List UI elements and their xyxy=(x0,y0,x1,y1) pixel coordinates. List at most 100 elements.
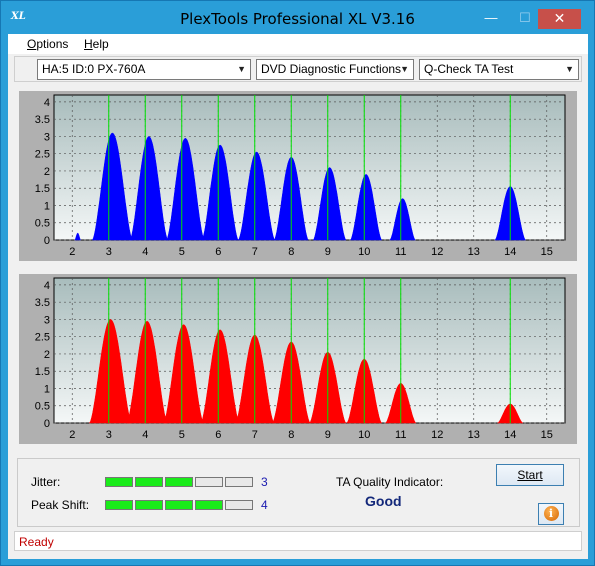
x-tick-label: 9 xyxy=(325,246,331,258)
x-tick-label: 11 xyxy=(395,246,406,258)
x-tick-label: 14 xyxy=(504,246,516,258)
title-bar[interactable]: XL PlexTools Professional XL V3.16 — ☐ ✕ xyxy=(1,1,594,34)
menu-options-label: ptions xyxy=(36,37,69,51)
data-peak xyxy=(165,137,205,241)
x-tick-label: 9 xyxy=(325,429,331,441)
data-peak xyxy=(126,320,168,424)
jitter-value: 3 xyxy=(261,475,268,489)
y-tick-label: 4 xyxy=(44,97,50,109)
meter-segment xyxy=(225,500,253,510)
x-tick-label: 8 xyxy=(288,429,294,441)
meter-segment xyxy=(165,500,193,510)
data-peak xyxy=(91,132,133,241)
status-bar: Ready xyxy=(14,531,582,551)
app-logo-icon: XL xyxy=(11,11,26,22)
info-button[interactable]: i xyxy=(538,503,564,525)
toolbar: HA:5 ID:0 PX-760A ▼ DVD Diagnostic Funct… xyxy=(14,56,582,82)
y-tick-label: 4 xyxy=(44,280,50,292)
data-peak xyxy=(201,144,239,241)
meter-segment xyxy=(165,477,193,487)
y-tick-label: 0.5 xyxy=(35,218,50,230)
start-button-label: Start xyxy=(517,468,543,482)
x-tick-label: 12 xyxy=(431,429,443,441)
client-area: Options Help HA:5 ID:0 PX-760A ▼ DVD Dia… xyxy=(8,34,588,559)
x-tick-label: 5 xyxy=(179,429,185,441)
test-select-value: Q-Check TA Test xyxy=(424,62,514,76)
data-peak xyxy=(237,151,276,241)
close-button[interactable]: ✕ xyxy=(538,9,581,29)
data-peak xyxy=(163,324,205,424)
chart-panel-top: 4 3.5 3 2.5 2 1.5 1 0.5 0 2 3 4 5 6 7 8 9 10 11 12 13 14 15 xyxy=(19,91,577,261)
menu-bar: Options Help xyxy=(8,34,588,54)
data-peak xyxy=(74,232,82,241)
function-select[interactable]: DVD Diagnostic Functions ▼ xyxy=(256,59,414,80)
x-tick-label: 11 xyxy=(395,429,406,441)
blue-chart: 4 3.5 3 2.5 2 1.5 1 0.5 0 2 3 4 5 6 7 8 9 10 11 12 13 14 15 xyxy=(35,94,566,258)
x-tick-label: 15 xyxy=(541,429,553,441)
data-peak xyxy=(200,329,240,424)
x-tick-label: 4 xyxy=(142,429,148,441)
plot-area xyxy=(53,277,566,424)
ta-quality-label: TA Quality Indicator: xyxy=(336,475,444,489)
x-tick-label: 10 xyxy=(358,429,370,441)
y-tick-label: 1.5 xyxy=(35,183,50,195)
y-tick-label: 0.5 xyxy=(35,401,50,413)
y-tick-label: 1.5 xyxy=(35,366,50,378)
results-panel: Jitter: 3 Peak Shift: 4 TA Quality Indic… xyxy=(17,458,580,527)
test-select[interactable]: Q-Check TA Test ▼ xyxy=(419,59,579,80)
x-tick-label: 15 xyxy=(541,246,553,258)
data-peak xyxy=(312,167,347,241)
data-peak xyxy=(88,319,133,424)
chevron-down-icon: ▼ xyxy=(237,64,246,74)
y-tick-label: 3.5 xyxy=(35,297,50,309)
menu-help-mnemonic: H xyxy=(84,37,93,51)
data-peak xyxy=(129,136,169,241)
function-select-value: DVD Diagnostic Functions xyxy=(261,62,402,76)
meter-segment xyxy=(135,477,163,487)
chevron-down-icon: ▼ xyxy=(400,64,409,74)
y-tick-label: 1 xyxy=(44,200,50,212)
x-tick-label: 6 xyxy=(215,429,221,441)
menu-help-label: elp xyxy=(92,37,109,51)
x-tick-label: 2 xyxy=(69,246,75,258)
meter-segment xyxy=(195,477,223,487)
x-tick-label: 2 xyxy=(69,429,75,441)
menu-help[interactable]: Help xyxy=(84,37,109,51)
chart-panel-bottom: 4 3.5 3 2.5 2 1.5 1 0.5 0 2 3 4 5 6 7 8 9 10 11 12 13 14 15 xyxy=(19,274,577,444)
x-tick-label: 3 xyxy=(106,429,112,441)
x-tick-label: 3 xyxy=(106,246,112,258)
data-peak xyxy=(349,174,383,241)
drive-select-value: HA:5 ID:0 PX-760A xyxy=(42,62,146,76)
info-icon: i xyxy=(543,506,559,521)
menu-options[interactable]: Options xyxy=(27,37,68,51)
data-peak xyxy=(389,198,417,241)
meter-segment xyxy=(135,500,163,510)
start-button[interactable]: Start xyxy=(496,464,564,486)
y-tick-label: 3 xyxy=(44,131,50,143)
y-tick-label: 2 xyxy=(44,349,50,361)
peak-shift-label: Peak Shift: xyxy=(31,498,90,512)
x-tick-label: 14 xyxy=(504,429,516,441)
x-tick-label: 6 xyxy=(215,246,221,258)
maximize-button[interactable]: ☐ xyxy=(519,10,531,25)
y-tick-label: 2.5 xyxy=(35,149,50,161)
x-tick-label: 7 xyxy=(252,246,258,258)
x-tick-label: 13 xyxy=(468,429,480,441)
x-tick-label: 12 xyxy=(431,246,443,258)
y-tick-label: 1 xyxy=(44,383,50,395)
meter-segment xyxy=(225,477,253,487)
drive-select[interactable]: HA:5 ID:0 PX-760A ▼ xyxy=(37,59,251,80)
x-tick-label: 10 xyxy=(358,246,370,258)
x-tick-label: 8 xyxy=(288,246,294,258)
minimize-button[interactable]: — xyxy=(484,10,498,25)
jitter-label: Jitter: xyxy=(31,475,61,489)
window-title: PlexTools Professional XL V3.16 xyxy=(180,10,415,28)
red-chart: 4 3.5 3 2.5 2 1.5 1 0.5 0 2 3 4 5 6 7 8 9 10 11 12 13 14 15 xyxy=(35,277,566,441)
status-text: Ready xyxy=(19,535,54,549)
menu-options-mnemonic: O xyxy=(27,37,37,51)
x-tick-label: 13 xyxy=(468,246,480,258)
x-tick-label: 4 xyxy=(142,246,148,258)
y-tick-label: 3 xyxy=(44,314,50,326)
x-tick-label: 5 xyxy=(179,246,185,258)
